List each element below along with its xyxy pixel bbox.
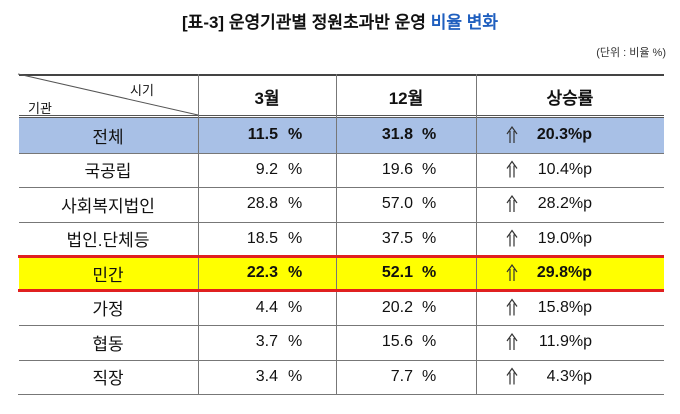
percent-sign: % [288,126,303,144]
border [18,74,664,76]
corner-bottom: 기관 [28,101,52,116]
rise: 15.8%p [537,298,592,316]
value-3: 9.2 [255,160,278,178]
up-arrow [506,332,518,350]
percent-sign: % [422,229,437,247]
value-12: 15.6 [381,333,413,351]
border [18,221,664,223]
percent-sign: % [422,126,437,144]
percent-sign: % [288,264,303,282]
up-arrow [506,367,518,385]
border [18,289,664,292]
rise: 19.0%p [537,229,592,247]
border [198,74,199,394]
value-12: 57.0 [381,195,413,213]
column-header: 12월 [388,88,424,108]
percent-sign: % [422,195,437,213]
up-arrow [506,263,518,281]
percent-sign: % [288,195,303,213]
rise: 29.8%p [536,264,592,282]
value-12: 19.6 [381,160,413,178]
row-highlight [18,118,664,153]
up-arrow [506,194,518,212]
rise: 28.2%p [537,195,592,213]
value-3: 11.5 [247,126,278,144]
percent-sign: % [288,367,303,385]
percent-sign: % [422,333,437,351]
corner-top: 시기 [130,83,154,98]
rise: 11.9%p [538,333,592,351]
value-3: 22.3 [246,264,278,282]
percent-sign: % [288,298,303,316]
row-label: 법인.단체등 [66,231,150,251]
row-highlight [18,256,664,291]
row-label: 협동 [92,334,124,354]
value-3: 4.4 [255,298,278,316]
rise: 20.3%p [536,126,592,144]
value-12: 37.5 [381,229,413,247]
value-12: 7.7 [390,367,413,385]
row-label: 사회복지법인 [61,196,155,216]
row-label: 가정 [92,300,124,320]
border [476,74,477,394]
title: [표-3] 운영기관별 정원초과반 운영 비율 변화 [0,8,680,33]
percent-sign: % [422,264,437,282]
up-arrow [506,298,518,316]
percent-sign: % [422,298,437,316]
percent-sign: % [288,333,303,351]
up-arrow [506,229,518,247]
border [336,74,337,394]
border [18,394,664,395]
border [18,74,19,394]
percent-sign: % [422,160,437,178]
value-3: 3.4 [255,367,278,385]
value-12: 31.8 [381,126,413,144]
diagonal-line [17,73,199,116]
up-arrow [506,125,518,143]
rise: 4.3%p [546,367,592,385]
rise: 10.4%p [537,160,592,178]
border [18,325,664,326]
column-header: 상승률 [546,88,594,108]
value-12: 20.2 [381,298,413,316]
border [18,152,664,154]
border [18,115,664,118]
unit-note: (단위 : 비율 %) [596,47,666,59]
percent-sign: % [288,160,303,178]
up-arrow [506,160,518,178]
percent-sign: % [422,367,437,385]
row-label: 민간 [92,265,124,285]
border [18,254,664,258]
row-label: 직장 [92,369,124,389]
value-3: 18.5 [246,229,278,247]
border [18,359,664,361]
column-header: 3월 [254,88,280,108]
title-prefix: [표-3] 운영기관별 정원초과반 운영 [182,13,426,32]
row-label: 전체 [92,127,124,147]
value-3: 3.7 [255,333,278,351]
row-label: 국공립 [84,162,132,182]
percent-sign: % [288,229,303,247]
title-highlight: 비율 변화 [430,13,498,32]
border [18,187,664,188]
border [664,74,665,394]
value-3: 28.8 [246,195,278,213]
value-12: 52.1 [381,264,413,282]
